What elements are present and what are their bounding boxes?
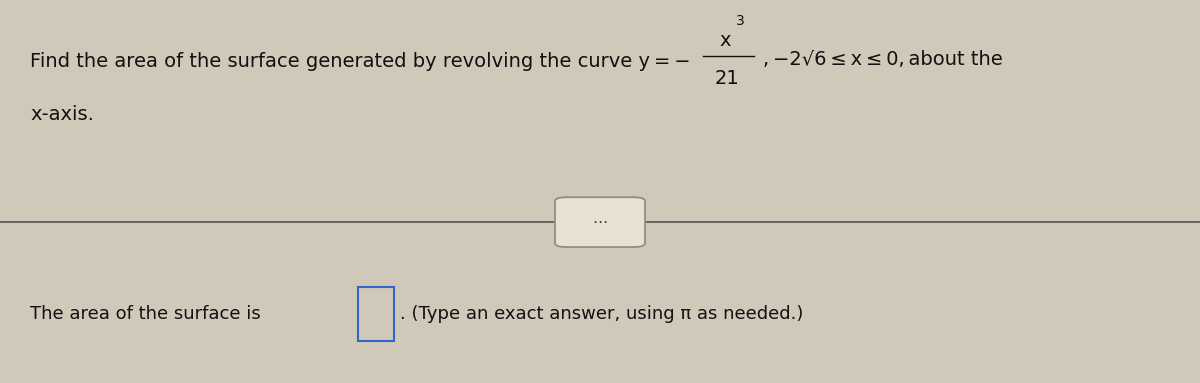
Text: 3: 3 <box>736 14 745 28</box>
Text: ⋯: ⋯ <box>593 214 607 230</box>
Text: . (Type an exact answer, using π as needed.): . (Type an exact answer, using π as need… <box>400 305 803 323</box>
Text: 21: 21 <box>715 69 739 88</box>
FancyBboxPatch shape <box>358 287 394 341</box>
Text: The area of the surface is: The area of the surface is <box>30 305 260 323</box>
Text: x-axis.: x-axis. <box>30 105 94 124</box>
Text: , −2√6 ≤ x ≤ 0, about the: , −2√6 ≤ x ≤ 0, about the <box>763 50 1003 69</box>
Text: Find the area of the surface generated by revolving the curve y = −: Find the area of the surface generated b… <box>30 52 691 71</box>
FancyBboxPatch shape <box>554 197 646 247</box>
Text: x: x <box>719 31 731 50</box>
